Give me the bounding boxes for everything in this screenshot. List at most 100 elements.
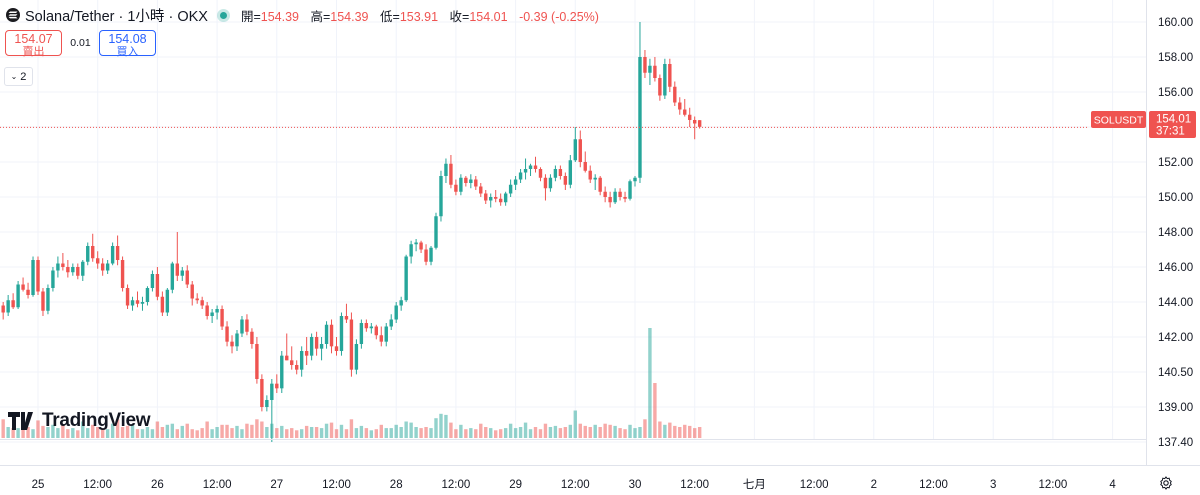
candle [61, 253, 65, 271]
candle-body [299, 351, 304, 370]
volume-bar [36, 420, 40, 438]
candle [648, 58, 652, 85]
change-value: -0.39 (-0.25%) [519, 9, 599, 24]
volume-bar [673, 425, 677, 438]
candle [344, 303, 349, 323]
candle [319, 337, 324, 361]
price-tick-label: 158.00 [1158, 52, 1193, 64]
candle [180, 267, 184, 281]
candle [548, 174, 553, 192]
time-tick-label: 26 [151, 479, 164, 491]
candle-body [314, 337, 319, 349]
volume-bar [205, 421, 209, 438]
price-axis: 160.00158.00156.00154.00152.00150.00148.… [1158, 17, 1193, 449]
volume-bars [1, 328, 702, 438]
candle-body [434, 216, 438, 248]
candle-body [135, 300, 140, 304]
volume-bar [394, 424, 398, 438]
candle-body [573, 139, 577, 161]
volume-bar [369, 430, 374, 438]
candle-body [558, 169, 563, 176]
candle-body [110, 246, 115, 264]
volume-bar [56, 428, 60, 438]
volume-bar [354, 428, 359, 438]
candle-body [290, 360, 294, 365]
candle [31, 256, 35, 297]
candle [334, 337, 339, 356]
volume-bar [140, 429, 145, 438]
candle-body [175, 263, 179, 276]
volume-bar [105, 429, 110, 438]
candle-body [275, 383, 279, 389]
tradingview-logo[interactable]: TradingView [8, 410, 151, 432]
volume-bar [494, 430, 498, 438]
candle-body [603, 191, 607, 197]
candle [469, 174, 473, 189]
volume-bar [250, 424, 254, 438]
volume-bar [175, 429, 179, 438]
candle-body [185, 270, 189, 285]
volume-bar [21, 423, 25, 438]
candle-body [339, 316, 344, 351]
volume-bar [668, 422, 672, 438]
volume-bar [349, 419, 354, 438]
volume-bar [71, 428, 75, 438]
price-tick-label: 148.00 [1158, 227, 1193, 239]
price-tick-label: 150.00 [1158, 192, 1193, 204]
volume-bar [608, 424, 612, 438]
volume-bar [46, 427, 50, 438]
candle-body [673, 86, 677, 103]
volume-bar [165, 424, 170, 438]
candle-body [200, 300, 204, 306]
candle-body [195, 298, 199, 301]
market-status-dot[interactable] [219, 11, 227, 19]
time-tick-label: 12:00 [83, 479, 112, 491]
buy-price: 154.08 [108, 32, 147, 46]
volume-bar [543, 423, 548, 438]
candle-body [414, 242, 418, 245]
candle-body [578, 139, 582, 162]
candle [150, 270, 155, 292]
volume-bar [688, 425, 692, 438]
volume-bar [160, 427, 165, 438]
buy-button[interactable]: 154.08 買入 [99, 30, 156, 58]
time-tick-label: 12:00 [322, 479, 351, 491]
volume-bar [404, 421, 408, 438]
volume-bar [583, 425, 587, 438]
volume-bar [120, 427, 125, 438]
volume-bar [424, 427, 428, 438]
candle [434, 212, 438, 250]
candle-body [424, 249, 428, 262]
candle [394, 302, 398, 323]
candle [16, 281, 20, 309]
price-tick-label: 152.00 [1158, 157, 1193, 169]
volume-bar [324, 423, 329, 438]
volume-bar [598, 427, 602, 438]
volume-bar [230, 428, 234, 438]
time-tick-label: 2 [871, 479, 877, 491]
volume-bar [678, 427, 682, 438]
time-tick-label: 27 [270, 479, 283, 491]
candle [260, 374, 264, 412]
candle [663, 58, 667, 99]
candle-body [61, 263, 65, 267]
candle-body [245, 319, 249, 332]
volume-bar [638, 427, 642, 438]
symbol-tag-text: SOLUSDT [1094, 115, 1144, 127]
indicators-toggle-button[interactable]: ⌄ 2 [4, 67, 33, 86]
volume-bar [578, 423, 582, 438]
candle-body [115, 246, 120, 260]
settings-gear-icon[interactable] [1158, 475, 1174, 491]
candle-body [653, 65, 657, 78]
volume-bar [479, 423, 483, 438]
candle [230, 335, 234, 354]
candle-body [130, 300, 135, 306]
volume-bar [588, 427, 592, 438]
candle-body [180, 270, 184, 276]
candle-body [145, 288, 150, 302]
sell-button[interactable]: 154.07 賣出 [5, 30, 62, 58]
candle [71, 263, 75, 276]
candle-body [16, 284, 20, 308]
symbol-title[interactable]: Solana/Tether · 1小時 · OKX [25, 8, 208, 25]
